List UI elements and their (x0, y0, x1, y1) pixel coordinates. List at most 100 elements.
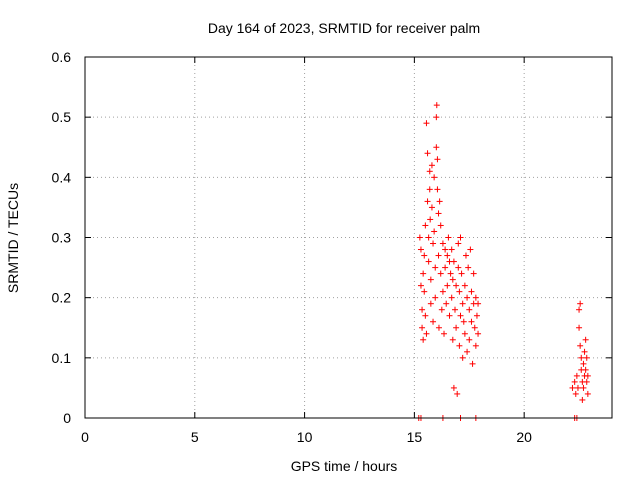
x-tick-label: 10 (297, 429, 313, 445)
y-tick-label: 0.1 (52, 350, 72, 366)
data-point (580, 384, 587, 391)
data-point (584, 372, 591, 379)
data-point (466, 306, 473, 313)
data-point (445, 234, 452, 241)
data-point (426, 186, 433, 193)
data-point (450, 384, 457, 391)
y-tick-label: 0.2 (52, 290, 72, 306)
data-point (468, 318, 475, 325)
x-tick-label: 15 (407, 429, 423, 445)
y-tick-label: 0.3 (52, 230, 72, 246)
data-point (437, 270, 444, 277)
data-point (468, 288, 475, 295)
data-point (435, 210, 442, 217)
y-tick-label: 0.5 (52, 109, 72, 125)
data-point (454, 390, 461, 397)
data-point (444, 252, 451, 259)
data-point (453, 324, 460, 331)
data-point (578, 354, 585, 361)
data-point (430, 318, 437, 325)
plot-frame (84, 56, 613, 419)
data-point (443, 300, 450, 307)
data-point (448, 294, 455, 301)
data-point (579, 396, 586, 403)
data-point (436, 198, 443, 205)
data-point (417, 246, 424, 253)
data-points (415, 102, 591, 421)
data-point (431, 174, 438, 181)
y-tick-label: 0.4 (52, 169, 72, 185)
data-point (473, 312, 480, 319)
data-point (470, 270, 477, 277)
data-point (581, 348, 588, 355)
data-point (455, 264, 462, 271)
data-point (460, 318, 467, 325)
data-point (582, 366, 589, 373)
y-axis-title: SRMTID / TECUs (5, 183, 21, 293)
data-point (472, 294, 479, 301)
data-point (449, 276, 456, 283)
data-point (446, 312, 453, 319)
y-tick-label: 0.6 (52, 49, 72, 65)
data-point (417, 282, 424, 289)
data-point (573, 372, 580, 379)
data-point (416, 234, 423, 241)
data-point (582, 336, 589, 343)
data-point (572, 390, 579, 397)
data-point (423, 330, 430, 337)
data-point (569, 384, 576, 391)
data-point (466, 336, 473, 343)
data-point (424, 150, 431, 157)
data-point (457, 234, 464, 241)
y-tick-label: 0 (63, 410, 71, 426)
data-point (455, 240, 462, 247)
data-point (453, 282, 460, 289)
data-point (444, 282, 451, 289)
data-point (426, 168, 433, 175)
data-point (449, 336, 456, 343)
data-point (447, 270, 454, 277)
x-tick-label: 0 (81, 429, 89, 445)
data-point (475, 330, 482, 337)
data-point (584, 390, 591, 397)
x-axis-title: GPS time / hours (291, 458, 398, 474)
data-point (435, 324, 442, 331)
data-point (441, 330, 448, 337)
data-point (571, 378, 578, 385)
data-point (427, 216, 434, 223)
data-point (456, 288, 463, 295)
data-point (432, 294, 439, 301)
data-point (471, 324, 478, 331)
data-point (424, 198, 431, 205)
data-point (465, 264, 472, 271)
data-point (432, 264, 439, 271)
data-point (433, 114, 440, 121)
data-point (439, 240, 446, 247)
data-point (459, 354, 466, 361)
data-point (421, 252, 428, 259)
data-point (422, 312, 429, 319)
chart-title: Day 164 of 2023, SRMTID for receiver pal… (208, 20, 480, 36)
data-point (420, 336, 427, 343)
data-point (576, 324, 583, 331)
data-point (434, 156, 441, 163)
data-point (423, 120, 430, 127)
data-point (419, 306, 426, 313)
data-point (459, 300, 466, 307)
data-point (583, 354, 590, 361)
data-point (439, 288, 446, 295)
data-point (421, 288, 428, 295)
data-point (576, 306, 583, 313)
data-point (420, 270, 427, 277)
data-point (419, 324, 426, 331)
data-point (431, 228, 438, 235)
data-point (458, 270, 465, 277)
data-point (425, 258, 432, 265)
data-point (472, 342, 479, 349)
data-point (433, 102, 440, 109)
data-point (574, 384, 581, 391)
data-point (583, 378, 590, 385)
data-point (448, 246, 455, 253)
data-point (427, 300, 434, 307)
data-point (475, 300, 482, 307)
